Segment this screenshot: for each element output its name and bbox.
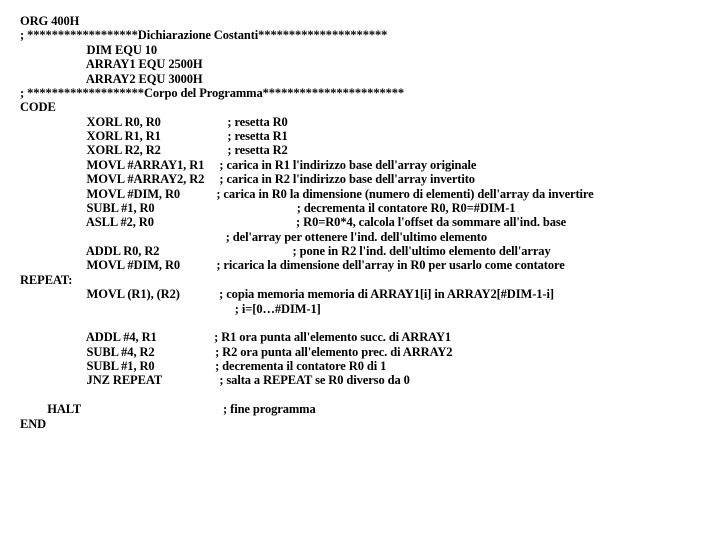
line-movl-dim: MOVL #DIM, R0 ; carica in R0 la dimensio… — [20, 187, 700, 201]
line-addl-r0: ADDL R0, R2 ; pone in R2 l'ind. dell'ult… — [20, 244, 700, 258]
line-movl-a1: MOVL #ARRAY1, R1 ; carica in R1 l'indiri… — [20, 158, 700, 172]
line-movl-d2: MOVL #DIM, R0 ; ricarica la dimensione d… — [20, 258, 700, 272]
line-subl1b: SUBL #1, R0 ; decrementa il contatore R0… — [20, 359, 700, 373]
blank-1 — [20, 316, 700, 330]
line-end: END — [20, 417, 700, 431]
line-xorl-r1: XORL R1, R1 ; resetta R1 — [20, 129, 700, 143]
line-irange: ; i=[0…#DIM-1] — [20, 302, 700, 316]
line-subl1: SUBL #1, R0 ; decrementa il contatore R0… — [20, 201, 700, 215]
line-xorl-r0: XORL R0, R0 ; resetta R0 — [20, 115, 700, 129]
line-addl4: ADDL #4, R1 ; R1 ora punta all'elemento … — [20, 330, 700, 344]
line-codelbl: CODE — [20, 100, 700, 114]
line-repeat: REPEAT: — [20, 273, 700, 287]
line-org: ORG 400H — [20, 14, 700, 28]
blank-2 — [20, 388, 700, 402]
line-asll2: ASLL #2, R0 ; R0=R0*4, calcola l'offset … — [20, 215, 700, 229]
line-xorl-r2: XORL R2, R2 ; resetta R2 — [20, 143, 700, 157]
line-dim: DIM EQU 10 — [20, 43, 700, 57]
line-arr2: ARRAY2 EQU 3000H — [20, 72, 700, 86]
line-arr1: ARRAY1 EQU 2500H — [20, 57, 700, 71]
line-movlrr: MOVL (R1), (R2) ; copia memoria memoria … — [20, 287, 700, 301]
line-subl4: SUBL #4, R2 ; R2 ora punta all'elemento … — [20, 345, 700, 359]
line-comment1: ; del'array per ottenere l'ind. dell'ult… — [20, 230, 700, 244]
line-jnz: JNZ REPEAT ; salta a REPEAT se R0 divers… — [20, 373, 700, 387]
line-movl-a2: MOVL #ARRAY2, R2 ; carica in R2 l'indiri… — [20, 172, 700, 186]
line-halt: HALT ; fine programma — [20, 402, 700, 416]
line-sec-decl: ; ******************Dichiarazione Costan… — [20, 28, 700, 42]
line-sec-body: ; *******************Corpo del Programma… — [20, 86, 700, 100]
assembly-code-listing: ORG 400H; ******************Dichiarazion… — [20, 14, 700, 431]
